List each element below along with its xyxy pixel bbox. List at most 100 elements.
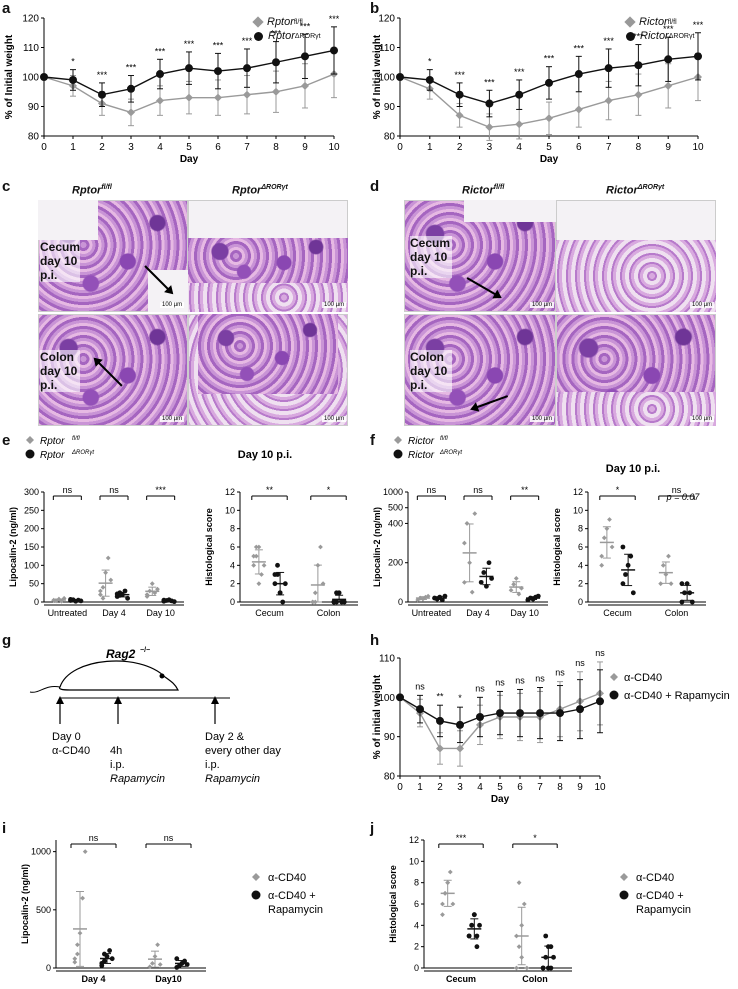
data-point [272,58,280,67]
data-point [442,593,448,599]
legend-label: α-CD40 [624,672,662,684]
mouse-sup: −/− [140,647,150,654]
y-tick-label: 100 [22,73,39,84]
arrow-head-icon [56,696,64,704]
data-point [456,720,464,729]
x-tick-label: 9 [302,142,308,153]
significance-label: * [71,57,75,67]
data-point [514,933,519,939]
data-point [687,590,693,596]
significance-label: *** [603,36,614,46]
legend-label: α-CD40 + [268,890,316,902]
x-tick-label: Untreated [48,608,88,618]
y-tick-label: 8 [414,878,419,888]
data-point [109,956,115,962]
legend-label: α-CD40 [636,872,674,884]
data-point [310,599,316,605]
x-tick-label: 6 [517,782,523,793]
y-tick-label: 2 [578,579,583,589]
data-point [256,544,262,550]
significance-label: *** [514,67,525,77]
row-label-c-cecum: Cecum day 10 p.i. [40,240,81,282]
x-tick-label: 2 [457,142,463,153]
significance-label: ** [521,485,529,495]
x-tick-label: 5 [186,142,192,153]
x-tick-label: 7 [244,142,250,153]
y-tick-label: 1000 [383,487,403,497]
significance-label: ns [415,681,425,691]
x-tick-label: 2 [99,142,105,153]
histology-d-cecum-ko [556,200,716,312]
data-point [601,535,607,541]
significance-label: *** [155,46,166,56]
significance-label: ns [515,676,525,686]
legend-label: Rptor [40,450,65,461]
data-point [312,599,318,605]
data-point [658,581,664,587]
x-tick-label: 10 [328,142,340,153]
data-point [320,581,326,587]
x-tick-label: Colon [522,974,548,984]
legend-marker [252,873,260,881]
significance-label: ns [475,683,485,693]
y-tick-label: 1000 [31,847,51,857]
y-tick-label: 10 [225,505,235,515]
legend-a-1: Rptor fl/fl [252,16,303,28]
legend-label: α-CD40 [268,872,306,884]
data-point [485,99,494,108]
y-axis-label: Lipocalin-2 (ng/ml) [8,507,18,587]
y-tick-label: 0 [34,597,39,607]
data-point [439,597,445,603]
legend-b-2-sup: ΔRORγt [668,32,695,40]
data-point [471,912,477,918]
data-point [40,73,48,81]
data-point [536,709,544,718]
legend-label: Rapamycin [268,904,323,916]
data-point [117,593,123,598]
x-tick-label: Day 10 [510,608,539,618]
col-label-c2-sup: ΔRORγt [261,184,288,191]
panel-title: Day 10 p.i. [238,449,292,461]
weight-chart-rapamycin: 80 90 100 110 0 1 2 3 4 5 6 7 8 9 10 Day % of initial we… [372,648,730,805]
data-point [486,560,492,566]
col-label-c1: Rptorfl/fl [72,184,112,197]
y-tick-label: 2 [414,942,419,952]
x-tick-label: 3 [128,142,134,153]
data-point [69,75,77,84]
data-point [243,90,251,99]
data-point [127,108,135,117]
arrow-head-icon [114,696,122,704]
legend-a-2: Rptor ΔRORγt [254,30,321,42]
y-axis-label: Histological score [552,508,562,586]
x-tick-label: Cecum [603,608,632,618]
legend-label: Rapamycin [636,904,691,916]
data-point [75,942,80,948]
weight-chart-rptor: 80 90 100 110 120 0 1 2 3 4 5 6 7 8 9 10 Day % of Initial… [4,14,340,166]
x-tick-label: 8 [273,142,279,153]
data-point [253,544,259,550]
data-point [684,581,690,587]
panel-label-h: h [370,632,380,649]
data-point [599,562,605,568]
data-point [277,590,283,596]
scale-bar: 100 µm [160,302,185,308]
data-point [604,64,613,73]
every-label: every other day [205,745,281,757]
y-tick-label: 12 [573,487,583,497]
data-point [469,922,475,928]
y-tick-label: 8 [230,524,235,534]
data-point [100,584,106,590]
data-point [72,956,78,962]
y-tick-label: 12 [409,835,419,845]
data-point [423,594,428,600]
x-tick-label: 4 [157,142,163,153]
y-tick-label: 80 [384,772,396,783]
col-label-c2-base: Rptor [232,184,262,197]
y-tick-label: 200 [24,524,39,534]
mouse-tail-icon [29,685,61,693]
significance-label: *** [484,77,495,87]
data-point [620,544,626,550]
data-point [275,562,280,568]
data-point [625,562,631,568]
